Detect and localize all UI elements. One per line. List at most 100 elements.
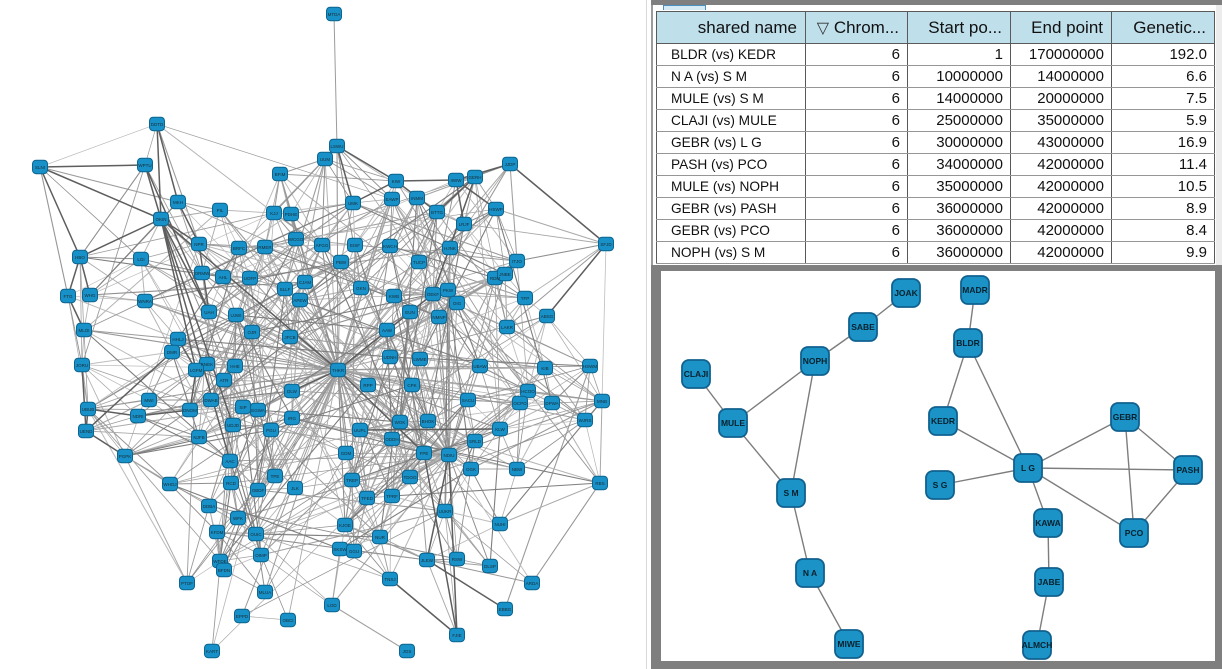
svg-text:AFGG: AFGG [316, 243, 329, 248]
svg-text:KAWA: KAWA [1035, 518, 1061, 528]
svg-text:HHE: HHE [230, 364, 240, 369]
svg-text:KFDM: KFDM [211, 530, 224, 535]
svg-text:RBS: RBS [595, 481, 604, 486]
svg-text:UUKR: UUKR [439, 509, 453, 514]
svg-text:WFDE: WFDE [213, 559, 226, 564]
svg-text:UDNH: UDNH [384, 355, 397, 360]
svg-text:UMK: UMK [348, 201, 358, 206]
svg-text:GERH: GERH [468, 175, 481, 180]
svg-text:AAW: AAW [382, 328, 393, 333]
svg-text:OEKF: OEKF [427, 292, 440, 297]
svg-text:LRJF: LRJF [459, 222, 470, 227]
svg-text:TUCP: TUCP [413, 260, 425, 265]
svg-text:INMM: INMM [411, 196, 423, 201]
svg-text:KNEK: KNEK [201, 362, 213, 367]
svg-text:PDHE: PDHE [285, 212, 298, 217]
svg-text:LSWU: LSWU [330, 144, 343, 149]
svg-text:HBO: HBO [75, 255, 85, 260]
svg-text:S M: S M [783, 488, 798, 498]
svg-text:LWME: LWME [413, 357, 426, 362]
svg-text:WCGO: WCGO [289, 237, 304, 242]
svg-text:KWB: KWB [389, 294, 399, 299]
svg-text:UDJD: UDJD [227, 423, 240, 428]
svg-text:HSWM: HSWM [583, 364, 597, 369]
svg-text:KEDR: KEDR [931, 416, 955, 426]
svg-text:JABE: JABE [1038, 577, 1061, 587]
svg-text:EBBG: EBBG [499, 607, 512, 612]
svg-text:DPWA: DPWA [545, 401, 558, 406]
svg-text:NMNP: NMNP [432, 315, 445, 320]
svg-text:UUPL: UUPL [354, 428, 367, 433]
svg-text:LGI: LGI [137, 257, 144, 262]
svg-text:GKN: GKN [356, 286, 366, 291]
svg-text:AAC: AAC [225, 459, 235, 464]
svg-text:OCPO: OCPO [513, 401, 527, 406]
svg-text:IIWW: IIWW [451, 178, 463, 183]
svg-text:MWI: MWI [144, 398, 153, 403]
svg-text:DDBA: DDBA [203, 504, 216, 509]
svg-text:KJOE: KJOE [339, 523, 351, 528]
svg-text:DMR: DMR [167, 350, 178, 355]
svg-text:TREP: TREP [346, 478, 358, 483]
svg-text:SIP: SIP [239, 405, 246, 410]
svg-text:TPE: TPE [271, 474, 280, 479]
svg-text:LGFM: LGFM [190, 368, 203, 373]
svg-text:HCOO: HCOO [521, 389, 535, 394]
svg-text:TFED: TFED [361, 496, 373, 501]
svg-text:WHOJ: WHOJ [163, 482, 176, 487]
svg-text:UOFP: UOFP [244, 276, 257, 281]
svg-text:MNB: MNB [597, 399, 607, 404]
svg-text:SACU: SACU [462, 398, 475, 403]
svg-text:EPPD: EPPD [236, 614, 249, 619]
svg-text:UBAW: UBAW [473, 364, 487, 369]
svg-text:RPP: RPP [363, 383, 372, 388]
svg-text:OIMP: OIMP [255, 553, 267, 558]
svg-text:WNRA: WNRA [138, 299, 152, 304]
svg-text:SLLF: SLLF [280, 287, 291, 292]
svg-text:PGU: PGU [266, 428, 276, 433]
svg-text:JLK: JLK [291, 486, 299, 491]
svg-text:DLSP: DLSP [484, 564, 496, 569]
svg-text:RDM: RDM [490, 276, 500, 281]
svg-text:CPK: CPK [407, 383, 416, 388]
svg-text:DDTD: DDTD [151, 122, 164, 127]
svg-text:LOD: LOD [327, 603, 337, 608]
svg-text:WPTU: WPTU [138, 163, 151, 168]
svg-text:CLAJI: CLAJI [684, 369, 709, 379]
svg-text:SLNI: SLNI [35, 165, 45, 170]
svg-text:JJDP: JJDP [505, 162, 516, 167]
svg-text:OKIN: OKIN [155, 217, 166, 222]
svg-text:PKW: PKW [443, 288, 454, 293]
svg-text:HHLJ: HHLJ [172, 337, 183, 342]
svg-text:BRFC: BRFC [233, 246, 246, 251]
svg-text:JOAK: JOAK [894, 288, 918, 298]
svg-text:UEND: UEND [80, 429, 94, 434]
svg-text:PIL: PIL [217, 208, 224, 213]
svg-text:JFCB: JFCB [284, 335, 295, 340]
svg-text:MADR: MADR [962, 285, 988, 295]
svg-text:BHOK: BHOK [422, 419, 435, 424]
svg-text:DWAB: DWAB [204, 398, 217, 403]
svg-text:ODDH: ODDH [385, 437, 398, 442]
svg-text:HSWP: HSWP [489, 207, 503, 212]
svg-text:MKH: MKH [173, 200, 183, 205]
svg-text:KLW: KLW [495, 427, 505, 432]
svg-text:GDM: GDM [341, 451, 352, 456]
svg-text:OBDF: OBDF [252, 488, 265, 493]
svg-text:DNOM: DNOM [183, 408, 197, 413]
svg-text:GGU: GGU [349, 549, 359, 554]
svg-text:WFK: WFK [233, 516, 243, 521]
svg-text:RCD: RCD [226, 481, 236, 486]
svg-text:UUM: UUM [320, 157, 330, 162]
svg-text:OUIC: OUIC [250, 532, 262, 537]
svg-text:LAKR: LAKR [501, 325, 514, 330]
svg-text:ABSG: ABSG [541, 314, 554, 319]
svg-text:S G: S G [933, 480, 948, 490]
svg-text:PASH: PASH [1177, 465, 1200, 475]
svg-text:PGPK: PGPK [119, 454, 132, 459]
svg-text:UBUB: UBUB [82, 407, 95, 412]
svg-text:SKSW: SKSW [333, 547, 347, 552]
svg-text:NUHI: NUHI [495, 522, 506, 527]
svg-text:ATR: ATR [220, 378, 229, 383]
svg-text:UJWI: UJWI [231, 313, 242, 318]
